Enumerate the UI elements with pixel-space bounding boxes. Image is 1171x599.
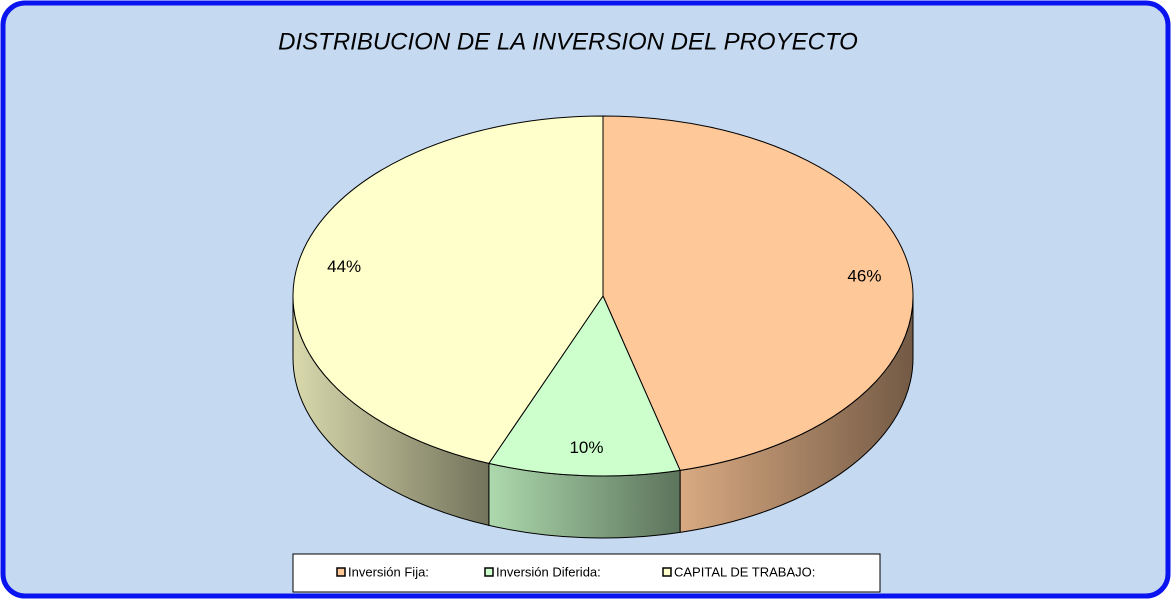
- chart-title: DISTRIBUCION DE LA INVERSION DEL PROYECT…: [278, 28, 858, 55]
- pie-slice: [602, 115, 914, 471]
- legend-swatch: [484, 567, 494, 577]
- legend-label: Inversión Diferida:: [496, 564, 601, 579]
- pie-slice: [292, 115, 604, 464]
- data-label: 46%: [847, 266, 881, 285]
- data-label: 10%: [569, 438, 603, 457]
- legend-swatch: [336, 567, 346, 577]
- pie-slice: [488, 294, 681, 477]
- legend-swatch: [662, 567, 672, 577]
- legend-label: CAPITAL DE TRABAJO:: [674, 564, 815, 579]
- legend-box: [292, 553, 881, 593]
- data-label: 44%: [327, 257, 361, 276]
- legend-label: Inversión Fija:: [348, 564, 429, 579]
